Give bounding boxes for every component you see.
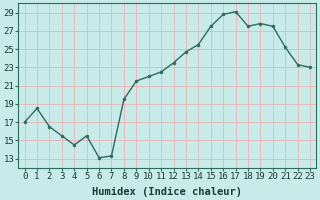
- X-axis label: Humidex (Indice chaleur): Humidex (Indice chaleur): [92, 186, 242, 197]
